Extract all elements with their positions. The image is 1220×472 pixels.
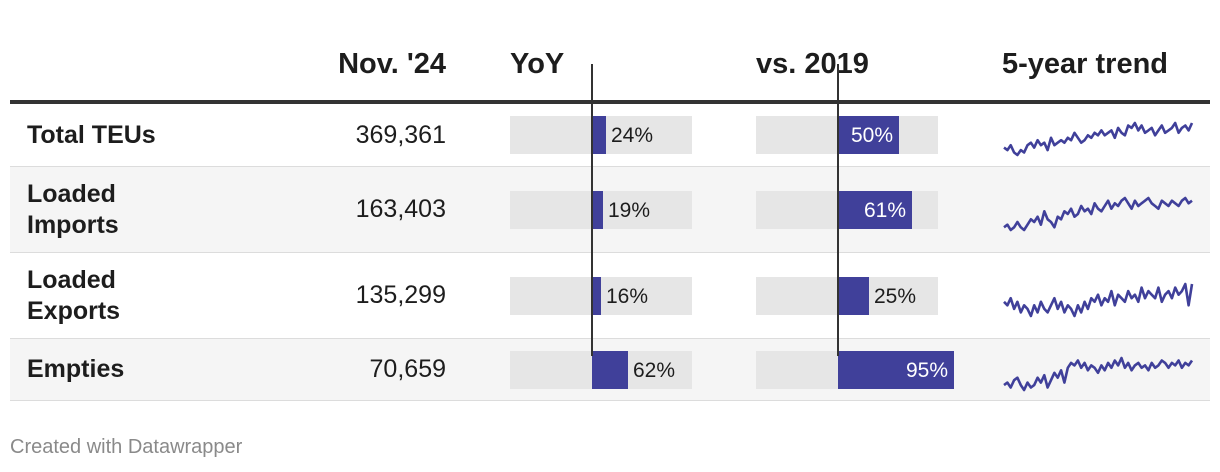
table-row: Loaded Imports 163,403 19% 61% bbox=[10, 167, 1210, 253]
vs-2019-track: 25% bbox=[756, 276, 938, 315]
vs-2019-label: 95% bbox=[905, 358, 948, 382]
vs-2019-bar bbox=[838, 276, 869, 315]
row-value: 70,659 bbox=[369, 355, 446, 383]
yoy-bar bbox=[592, 350, 628, 389]
yoy-label: 19% bbox=[608, 198, 651, 222]
header-5-year-trend: 5-year trend bbox=[1002, 48, 1169, 80]
yoy-bar bbox=[592, 190, 603, 229]
header-nov-24: Nov. '24 bbox=[338, 48, 446, 80]
row-label: Loaded Imports bbox=[27, 179, 119, 239]
table-row: Empties 70,659 62% 95% bbox=[10, 339, 1210, 401]
yoy-label: 62% bbox=[633, 358, 676, 382]
row-label: Loaded Exports bbox=[27, 265, 121, 325]
row-value: 135,299 bbox=[355, 281, 446, 309]
vs-2019-bar bbox=[838, 190, 912, 229]
data-table: Nov. '24 YoY vs. 2019 5-year trend Total… bbox=[10, 40, 1210, 401]
yoy-label: 16% bbox=[606, 284, 649, 308]
table-row: Loaded Exports 135,299 16% 25% bbox=[10, 253, 1210, 339]
vs-2019-track: 50% bbox=[756, 116, 938, 154]
vs-2019-label: 50% bbox=[850, 124, 893, 147]
yoy-bar bbox=[592, 276, 601, 315]
row-value: 163,403 bbox=[355, 195, 446, 223]
row-label: Total TEUs bbox=[27, 120, 156, 149]
yoy-bar bbox=[592, 116, 606, 154]
row-value: 369,361 bbox=[355, 120, 446, 149]
table-body: Total TEUs 369,361 24% 50% Loaded Imports 163… bbox=[10, 104, 1210, 401]
vs-2019-label: 25% bbox=[874, 284, 917, 308]
vs-2019-label: 61% bbox=[863, 198, 906, 222]
trend-sparkline bbox=[1003, 282, 1194, 317]
yoy-track: 19% bbox=[510, 190, 692, 229]
header-yoy: YoY bbox=[510, 48, 565, 80]
yoy-track: 62% bbox=[510, 350, 692, 389]
yoy-zero-line bbox=[591, 64, 593, 356]
yoy-track: 16% bbox=[510, 276, 692, 315]
vs-2019-zero-line bbox=[837, 64, 839, 356]
vs-2019-track: 61% bbox=[756, 190, 938, 229]
credit-text: Created with Datawrapper bbox=[10, 436, 243, 458]
header-vs-2019: vs. 2019 bbox=[756, 48, 869, 80]
table-header: Nov. '24 YoY vs. 2019 5-year trend bbox=[10, 40, 1210, 104]
trend-sparkline bbox=[1003, 356, 1194, 391]
yoy-label: 24% bbox=[611, 124, 654, 147]
vs-2019-track: 95% bbox=[756, 350, 954, 389]
row-label: Empties bbox=[27, 355, 125, 383]
trend-line bbox=[1003, 356, 1194, 391]
trend-sparkline bbox=[1003, 121, 1194, 157]
trend-sparkline bbox=[1003, 196, 1193, 231]
yoy-track: 24% bbox=[510, 116, 692, 154]
trend-line bbox=[1003, 121, 1194, 157]
trend-line bbox=[1003, 282, 1194, 317]
vs-2019-bar bbox=[838, 350, 954, 389]
vs-2019-bar bbox=[838, 116, 899, 154]
trend-line bbox=[1003, 196, 1193, 231]
table-row: Total TEUs 369,361 24% 50% bbox=[10, 104, 1210, 167]
